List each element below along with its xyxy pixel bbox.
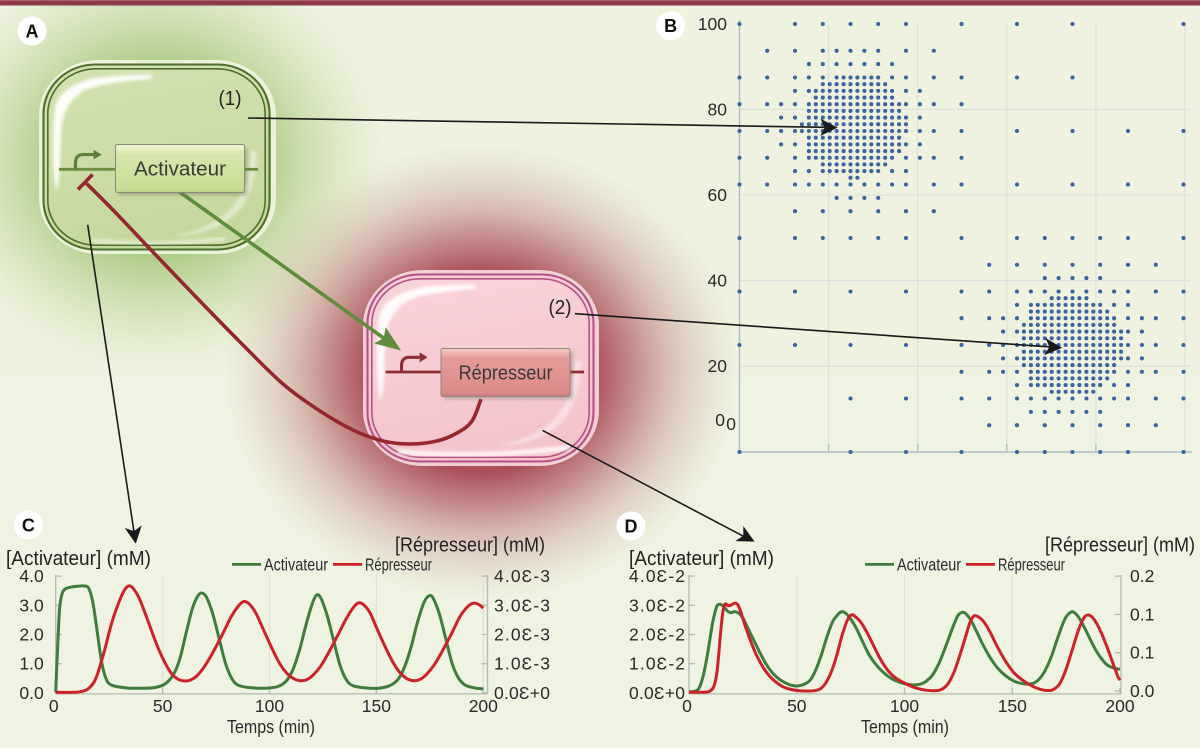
svg-text:0: 0 (715, 410, 725, 430)
svg-text:0.1: 0.1 (1130, 643, 1154, 663)
svg-text:150: 150 (362, 696, 391, 716)
svg-text:Répresseur: Répresseur (998, 554, 1065, 574)
svg-text:0: 0 (49, 696, 59, 716)
svg-text:1.0: 1.0 (19, 654, 44, 674)
svg-text:0.0: 0.0 (19, 683, 44, 703)
svg-text:3.0Ɛ-2: 3.0Ɛ-2 (629, 595, 685, 615)
svg-text:(2): (2) (549, 296, 572, 319)
svg-text:50: 50 (153, 696, 173, 716)
svg-text:3.0Ɛ-3: 3.0Ɛ-3 (494, 595, 550, 615)
svg-text:100: 100 (698, 14, 727, 34)
svg-text:Activateur: Activateur (264, 554, 328, 574)
svg-text:2.0Ɛ-3: 2.0Ɛ-3 (494, 625, 550, 645)
svg-text:3.0: 3.0 (19, 595, 44, 615)
svg-text:0.0Ɛ+0: 0.0Ɛ+0 (494, 683, 550, 703)
svg-text:200: 200 (1105, 696, 1134, 716)
svg-text:[Répresseur] (mM): [Répresseur] (mM) (395, 534, 545, 557)
svg-text:D: D (625, 517, 638, 537)
svg-text:Activateur: Activateur (134, 158, 226, 181)
svg-text:4.0Ɛ-3: 4.0Ɛ-3 (494, 566, 550, 586)
svg-text:[Répresseur] (mM): [Répresseur] (mM) (1045, 534, 1195, 557)
svg-text:0.0: 0.0 (1130, 681, 1155, 701)
svg-text:4.0: 4.0 (19, 566, 44, 586)
svg-text:100: 100 (255, 696, 284, 716)
svg-text:150: 150 (998, 696, 1027, 716)
svg-text:0.0Ɛ+0: 0.0Ɛ+0 (629, 683, 685, 703)
svg-text:[Activateur] (mM): [Activateur] (mM) (6, 547, 151, 570)
svg-text:B: B (664, 16, 677, 36)
svg-text:0.1: 0.1 (1130, 604, 1154, 624)
svg-text:20: 20 (708, 356, 728, 376)
svg-text:80: 80 (708, 99, 728, 119)
svg-text:Activateur: Activateur (897, 554, 961, 574)
svg-text:2.0Ɛ-2: 2.0Ɛ-2 (629, 625, 685, 645)
svg-text:Répresseur: Répresseur (365, 554, 432, 574)
svg-text:Temps (min): Temps (min) (227, 716, 315, 737)
svg-text:100: 100 (890, 696, 919, 716)
svg-text:A: A (26, 22, 39, 42)
svg-text:60: 60 (708, 185, 728, 205)
svg-text:Répresseur: Répresseur (459, 362, 553, 385)
svg-text:200: 200 (469, 696, 498, 716)
svg-text:1.0Ɛ-3: 1.0Ɛ-3 (494, 654, 550, 674)
svg-text:Temps (min): Temps (min) (861, 716, 949, 737)
svg-text:0: 0 (726, 414, 736, 434)
svg-text:C: C (22, 515, 35, 535)
svg-text:0: 0 (682, 696, 692, 716)
svg-text:1.0Ɛ-2: 1.0Ɛ-2 (629, 654, 685, 674)
svg-text:0.2: 0.2 (1130, 566, 1154, 586)
svg-text:2.0: 2.0 (19, 625, 44, 645)
svg-text:(1): (1) (219, 87, 242, 110)
svg-text:40: 40 (708, 271, 728, 291)
svg-text:4.0Ɛ-2: 4.0Ɛ-2 (629, 566, 685, 586)
svg-text:50: 50 (787, 696, 807, 716)
svg-text:[Activateur] (mM): [Activateur] (mM) (629, 547, 774, 570)
